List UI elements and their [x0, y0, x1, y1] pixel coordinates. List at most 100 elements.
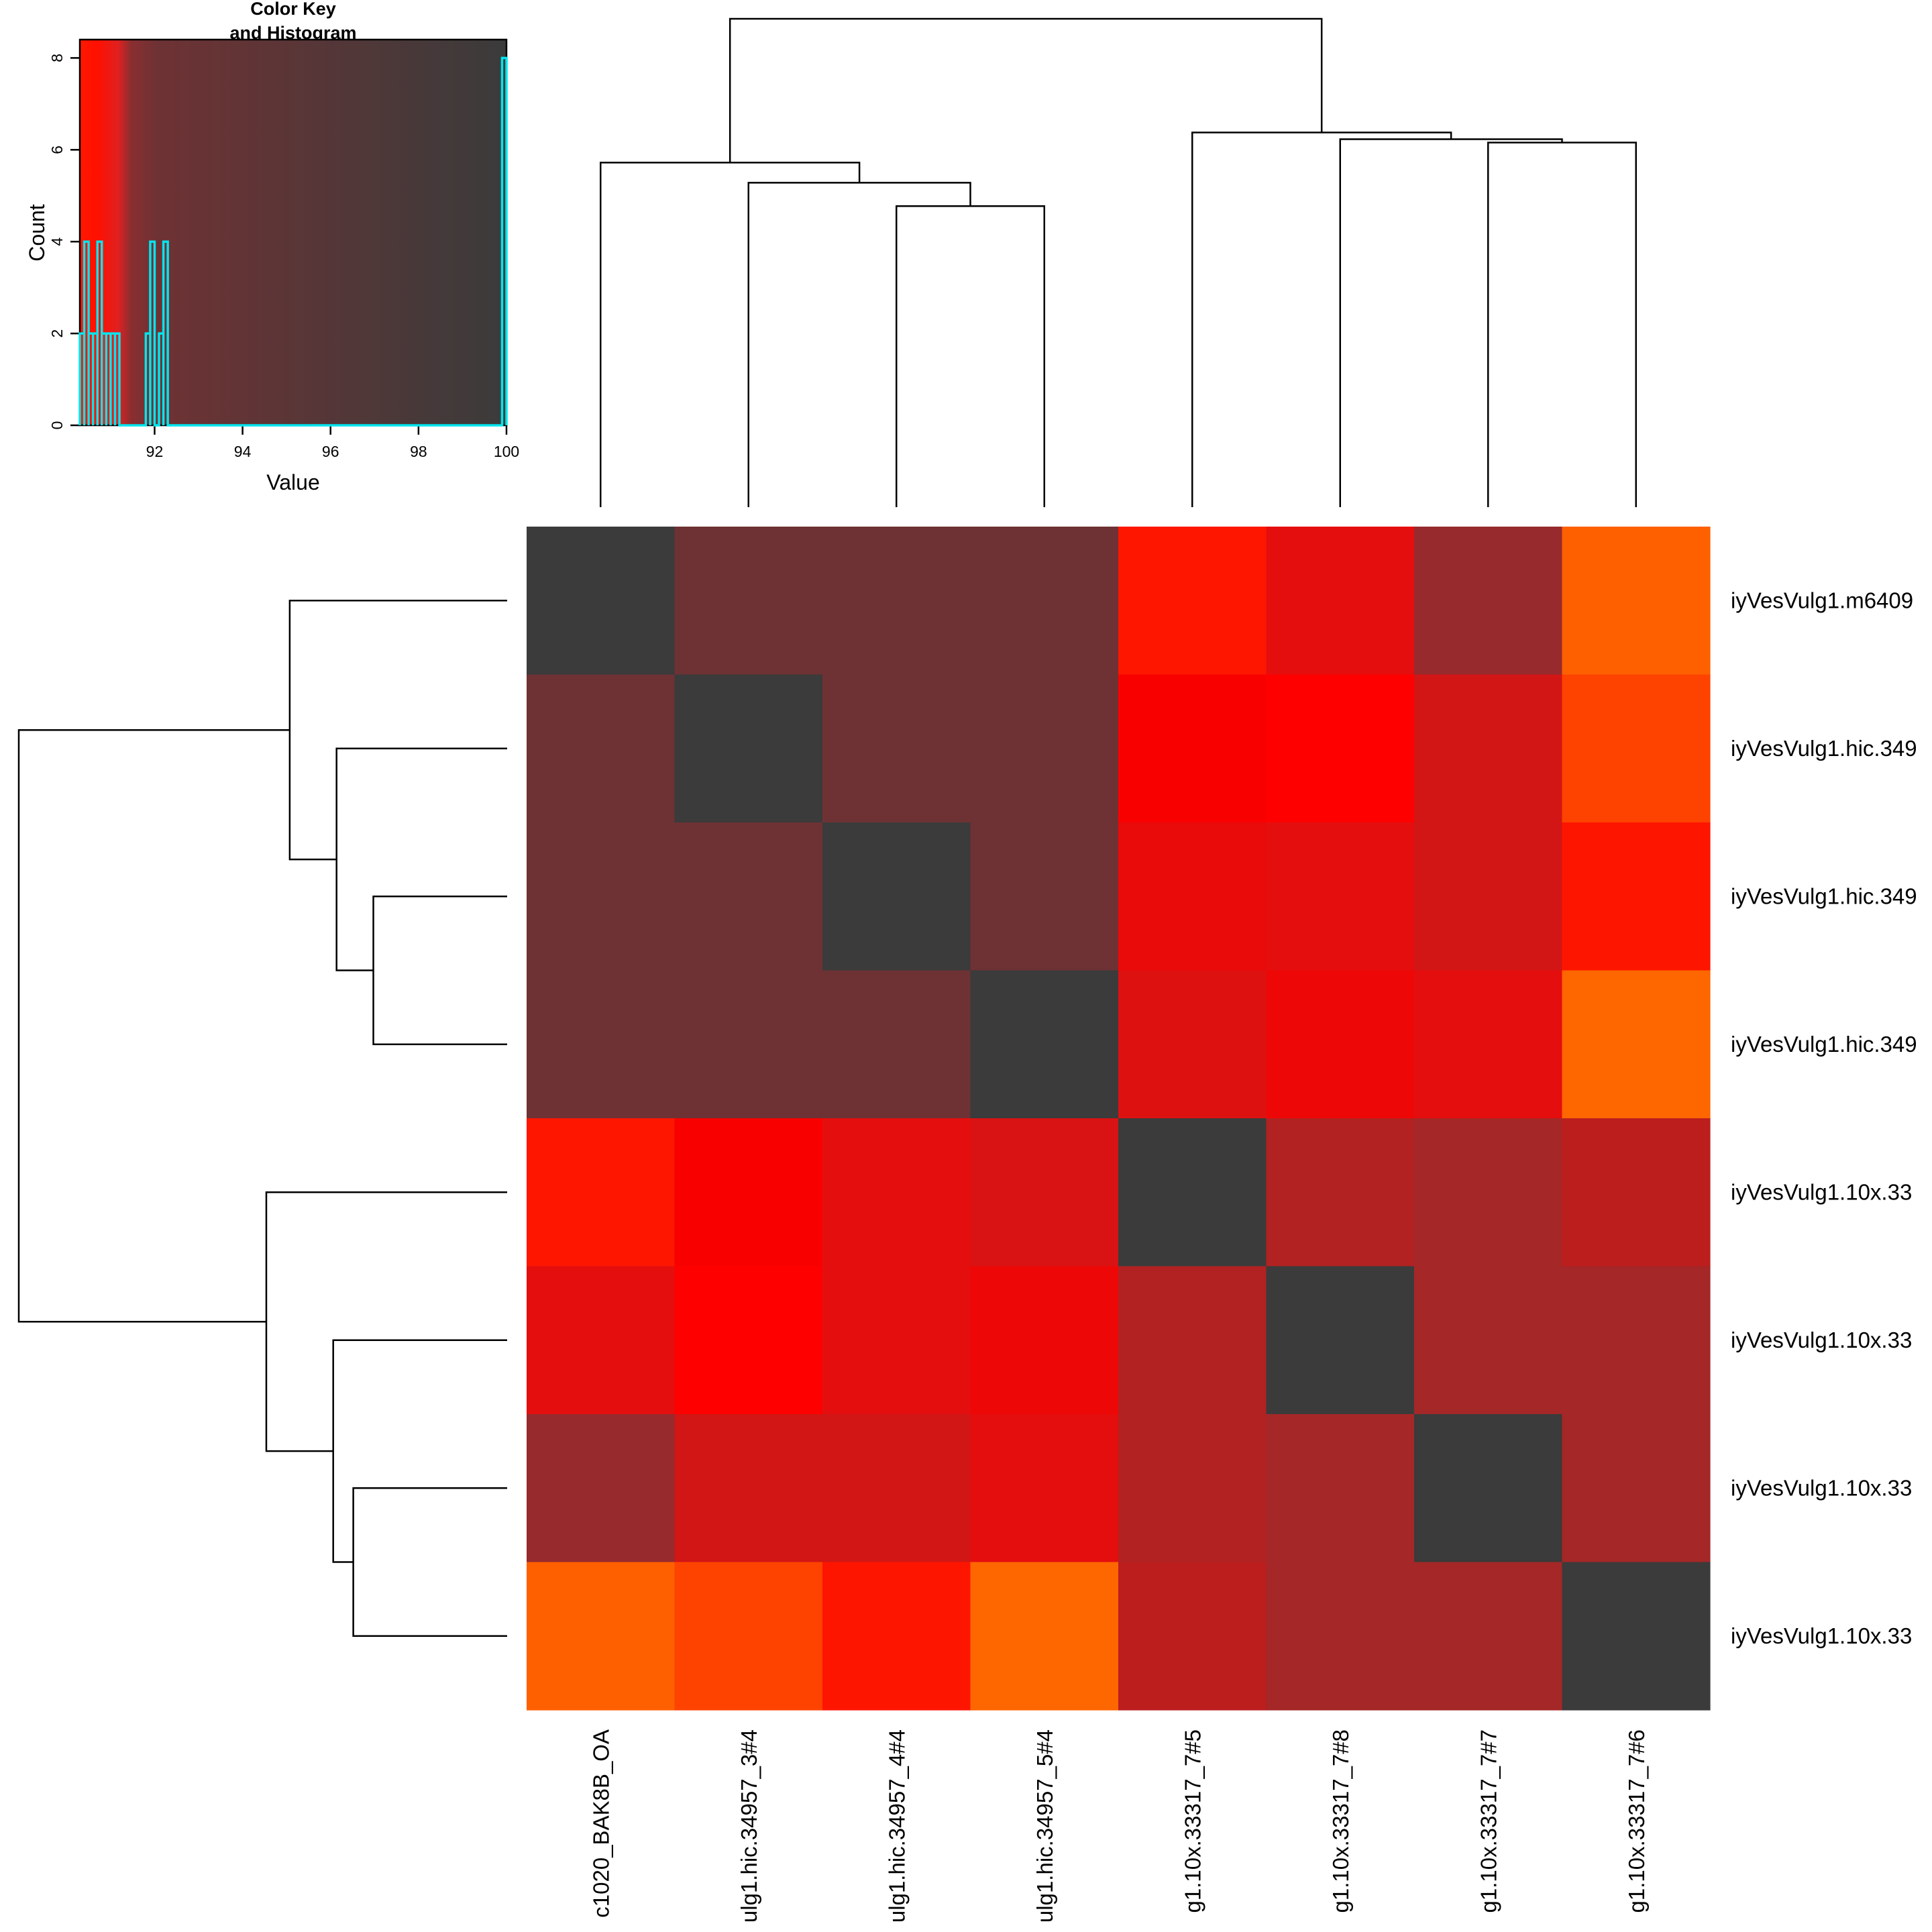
heatmap-cell-r3-c6: [1414, 970, 1563, 1119]
heatmap-cell-r1-c5: [1266, 674, 1415, 823]
heatmap-cell-r5-c1: [674, 1266, 823, 1415]
heatmap-cell-r3-c1: [674, 970, 823, 1119]
row-label: iyVesVulg1.10x.33: [1731, 1179, 1912, 1204]
heatmap-cell-r7-c1: [674, 1562, 823, 1711]
heatmap-cell-r3-c5: [1266, 970, 1415, 1119]
color-key: Color Key and Histogram 92 94 96 98 10002468…: [25, 0, 519, 494]
heatmap-cell-r6-c0: [527, 1414, 676, 1563]
heatmap-cell-r6-c4: [1118, 1414, 1267, 1563]
heatmap-cell-r7-c0: [527, 1562, 676, 1711]
col-dendrogram-branch: [896, 205, 1045, 507]
heatmap-cell-r5-c5: [1266, 1266, 1415, 1415]
heatmap-cell-r6-c2: [822, 1414, 971, 1563]
heatmap-cell-r4-c2: [822, 1118, 971, 1267]
x-tick-label: 96: [322, 443, 339, 460]
heatmap-cell-r0-c3: [970, 527, 1119, 676]
heatmap-cell-r6-c3: [970, 1414, 1119, 1563]
heatmap-cell-r4-c5: [1266, 1118, 1415, 1267]
row-label: iyVesVulg1.hic.349: [1731, 883, 1917, 908]
heatmap-cell-r6-c7: [1562, 1414, 1711, 1563]
heatmap-cell-r4-c6: [1414, 1118, 1563, 1267]
row-label: iyVesVulg1.10x.33: [1731, 1328, 1912, 1352]
heatmap-cell-r7-c2: [822, 1562, 971, 1711]
col-dendrogram-branch: [600, 162, 861, 507]
heatmap-cell-r2-c5: [1266, 822, 1415, 971]
row-dendrogram-branch: [335, 747, 507, 971]
row-dendrogram-branch: [332, 1339, 507, 1563]
heatmap-cell-r5-c0: [527, 1266, 676, 1415]
row-dendrogram-branch: [288, 600, 507, 861]
heatmap-cell-r1-c4: [1118, 674, 1267, 823]
row-labels: iyVesVulg1.m6409 iyVesVulg1.hic.349 iyVesV…: [1731, 588, 1917, 1648]
heatmap-cell-r3-c3: [970, 970, 1119, 1119]
column-label: g1.10x.33317_7#5: [1180, 1729, 1205, 1913]
y-tick-label: 4: [48, 237, 66, 246]
row-dendrogram: [17, 600, 507, 1637]
y-tick-label: 0: [48, 421, 66, 430]
heatmap-cell-r3-c0: [527, 970, 676, 1119]
heatmap-cell-r0-c1: [674, 527, 823, 676]
heatmap-cell-r0-c2: [822, 527, 971, 676]
color-key-xlabel: Value: [266, 470, 319, 494]
column-label: g1.10x.33317_7#7: [1476, 1729, 1501, 1913]
col-dendrogram-branch: [747, 182, 971, 507]
row-label: iyVesVulg1.m6409: [1731, 588, 1913, 612]
heatmap-cell-r3-c7: [1562, 970, 1711, 1119]
heatmap-cell-r2-c3: [970, 822, 1119, 971]
row-label: iyVesVulg1.hic.349: [1731, 736, 1917, 761]
heatmap-cell-r7-c3: [970, 1562, 1119, 1711]
heatmap-cell-r3-c2: [822, 970, 971, 1119]
heatmap-cell-r5-c3: [970, 1266, 1119, 1415]
heatmap-cell-r4-c3: [970, 1118, 1119, 1267]
color-key-title-1: Color Key: [250, 0, 336, 19]
row-dendrogram-branch: [352, 1487, 507, 1637]
heatmap-cell-r7-c7: [1562, 1562, 1711, 1711]
heatmap-cell-r6-c5: [1266, 1414, 1415, 1563]
col-dendrogram-branch: [729, 17, 1323, 163]
row-dendrogram-branch: [17, 729, 290, 1323]
row-label: iyVesVulg1.hic.349: [1731, 1032, 1917, 1057]
heatmap-cell-r0-c0: [527, 527, 676, 676]
heatmap-cell-r2-c1: [674, 822, 823, 971]
y-tick-label: 2: [48, 329, 66, 338]
column-label: ulg1.hic.34957_5#4: [1032, 1729, 1057, 1923]
col-dendrogram-branch: [1191, 131, 1452, 507]
histogram-line: [78, 56, 508, 427]
heatmap-cell-r5-c6: [1414, 1266, 1563, 1415]
heatmap-cell-r5-c2: [822, 1266, 971, 1415]
heatmap-cell-r1-c1: [674, 674, 823, 823]
column-labels: c1020_BAK8B_OA ulg1.hic.34957_3#4 ulg1.hic…: [588, 1729, 1649, 1923]
heatmap-cell-r0-c5: [1266, 527, 1415, 676]
heatmap-cell-r2-c2: [822, 822, 971, 971]
heatmap-cell-r0-c7: [1562, 527, 1711, 676]
heatmap-cell-r3-c4: [1118, 970, 1267, 1119]
heatmap-cell-r0-c4: [1118, 527, 1267, 676]
x-tick-label: 100: [494, 443, 519, 460]
heatmap-cell-r1-c2: [822, 674, 971, 823]
y-tick-label: 6: [48, 146, 66, 154]
column-label: g1.10x.33317_7#6: [1624, 1729, 1649, 1913]
heatmap-cell-r7-c6: [1414, 1562, 1563, 1711]
color-key-ylabel: Count: [25, 204, 49, 262]
heatmap-cell-r2-c4: [1118, 822, 1267, 971]
column-label: c1020_BAK8B_OA: [588, 1729, 613, 1918]
x-tick-label: 92: [146, 443, 164, 460]
col-dendrogram-branch: [1487, 142, 1637, 507]
heatmap-cell-r2-c7: [1562, 822, 1711, 971]
heatmap-cell-r4-c0: [527, 1118, 676, 1267]
heatmap-cell-r5-c7: [1562, 1266, 1711, 1415]
heatmap-cell-r6-c6: [1414, 1414, 1563, 1563]
heatmap-cell-r1-c3: [970, 674, 1119, 823]
heatmap-cell-r5-c4: [1118, 1266, 1267, 1415]
row-dendrogram-branch: [265, 1191, 507, 1452]
y-tick-label: 8: [48, 54, 66, 62]
column-label: ulg1.hic.34957_3#4: [737, 1729, 761, 1923]
heatmap-cell-r1-c6: [1414, 674, 1563, 823]
x-tick-label: 98: [410, 443, 427, 460]
heatmap-cell-r4-c4: [1118, 1118, 1267, 1267]
heatmap-cell-r1-c7: [1562, 674, 1711, 823]
column-dendrogram: [600, 17, 1637, 507]
heatmap-cell-r0-c6: [1414, 527, 1563, 676]
heatmap-cell-r2-c6: [1414, 822, 1563, 971]
